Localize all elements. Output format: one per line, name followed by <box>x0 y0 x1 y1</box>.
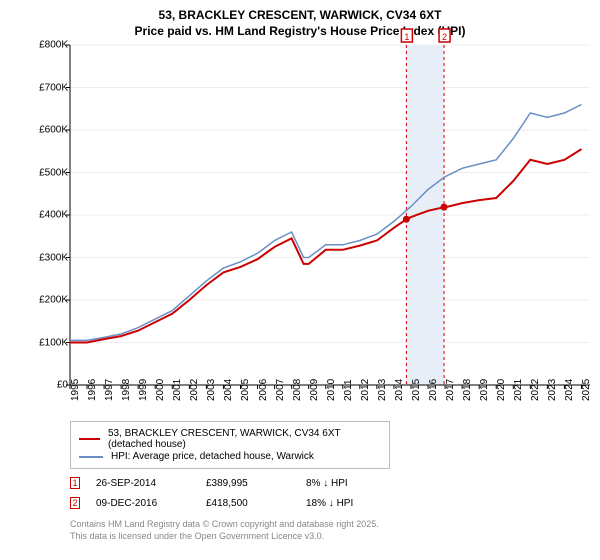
chart-container: 53, BRACKLEY CRESCENT, WARWICK, CV34 6XT… <box>0 0 600 560</box>
svg-text:1: 1 <box>404 32 409 42</box>
x-tick-label: 2016 <box>428 379 439 401</box>
x-tick-label: 2006 <box>258 379 269 401</box>
plot-svg: 12 <box>70 45 590 385</box>
x-tick-label: 2010 <box>326 379 337 401</box>
info-date-1: 26-SEP-2014 <box>96 478 206 489</box>
chart-area: £0£100K£200K£300K£400K£500K£600K£700K£80… <box>30 45 590 415</box>
x-tick-label: 2012 <box>360 379 371 401</box>
footnote-line2: This data is licensed under the Open Gov… <box>70 531 590 543</box>
x-tick-label: 2004 <box>223 379 234 401</box>
x-tick-label: 2003 <box>206 379 217 401</box>
x-tick-label: 2008 <box>292 379 303 401</box>
y-tick-label: £600K <box>39 125 68 136</box>
legend: 53, BRACKLEY CRESCENT, WARWICK, CV34 6XT… <box>70 421 390 469</box>
x-tick-label: 2023 <box>547 379 558 401</box>
info-row-1: 1 26-SEP-2014 £389,995 8% ↓ HPI <box>70 477 590 489</box>
x-tick-label: 1997 <box>104 379 115 401</box>
x-tick-label: 1998 <box>121 379 132 401</box>
x-tick-label: 2014 <box>394 379 405 401</box>
x-tick-label: 2024 <box>564 379 575 401</box>
chart-title: 53, BRACKLEY CRESCENT, WARWICK, CV34 6XT… <box>10 8 590 39</box>
info-hpi-2: 18% ↓ HPI <box>306 498 406 509</box>
x-tick-label: 2005 <box>240 379 251 401</box>
x-tick-label: 1996 <box>87 379 98 401</box>
title-line1: 53, BRACKLEY CRESCENT, WARWICK, CV34 6XT <box>10 8 590 24</box>
legend-row-2: HPI: Average price, detached house, Warw… <box>79 451 381 462</box>
x-tick-label: 2007 <box>275 379 286 401</box>
legend-label-1: 53, BRACKLEY CRESCENT, WARWICK, CV34 6XT… <box>108 428 381 450</box>
x-tick-label: 2020 <box>496 379 507 401</box>
x-tick-label: 2009 <box>309 379 320 401</box>
footnote: Contains HM Land Registry data © Crown c… <box>70 519 590 542</box>
y-tick-label: £800K <box>39 40 68 51</box>
info-marker-2: 2 <box>70 497 80 509</box>
y-tick-label: £300K <box>39 252 68 263</box>
x-tick-label: 2017 <box>445 379 456 401</box>
x-tick-label: 2025 <box>581 379 592 401</box>
info-price-1: £389,995 <box>206 478 306 489</box>
x-tick-label: 2018 <box>462 379 473 401</box>
legend-label-2: HPI: Average price, detached house, Warw… <box>111 451 314 462</box>
info-row-2: 2 09-DEC-2016 £418,500 18% ↓ HPI <box>70 497 590 509</box>
x-tick-label: 1995 <box>70 379 81 401</box>
title-line2: Price paid vs. HM Land Registry's House … <box>10 24 590 40</box>
x-tick-label: 2011 <box>343 380 354 402</box>
y-tick-label: £500K <box>39 167 68 178</box>
legend-swatch-1 <box>79 438 100 440</box>
svg-text:2: 2 <box>442 32 447 42</box>
y-tick-label: £200K <box>39 295 68 306</box>
x-tick-label: 2019 <box>479 379 490 401</box>
x-tick-label: 2015 <box>411 379 422 401</box>
y-tick-label: £400K <box>39 210 68 221</box>
x-tick-label: 1999 <box>138 379 149 401</box>
info-hpi-1: 8% ↓ HPI <box>306 478 406 489</box>
info-date-2: 09-DEC-2016 <box>96 498 206 509</box>
y-tick-label: £700K <box>39 82 68 93</box>
legend-row-1: 53, BRACKLEY CRESCENT, WARWICK, CV34 6XT… <box>79 428 381 450</box>
x-tick-label: 2021 <box>513 379 524 401</box>
info-marker-1: 1 <box>70 477 80 489</box>
y-tick-label: £100K <box>39 337 68 348</box>
x-tick-label: 2013 <box>377 379 388 401</box>
x-tick-label: 2001 <box>172 379 183 401</box>
x-tick-label: 2002 <box>189 379 200 401</box>
x-tick-label: 2022 <box>530 379 541 401</box>
footnote-line1: Contains HM Land Registry data © Crown c… <box>70 519 590 531</box>
x-axis: 1995199619971998199920002001200220032004… <box>70 385 590 415</box>
y-axis: £0£100K£200K£300K£400K£500K£600K£700K£80… <box>30 45 70 385</box>
info-price-2: £418,500 <box>206 498 306 509</box>
legend-swatch-2 <box>79 456 103 458</box>
x-tick-label: 2000 <box>155 379 166 401</box>
